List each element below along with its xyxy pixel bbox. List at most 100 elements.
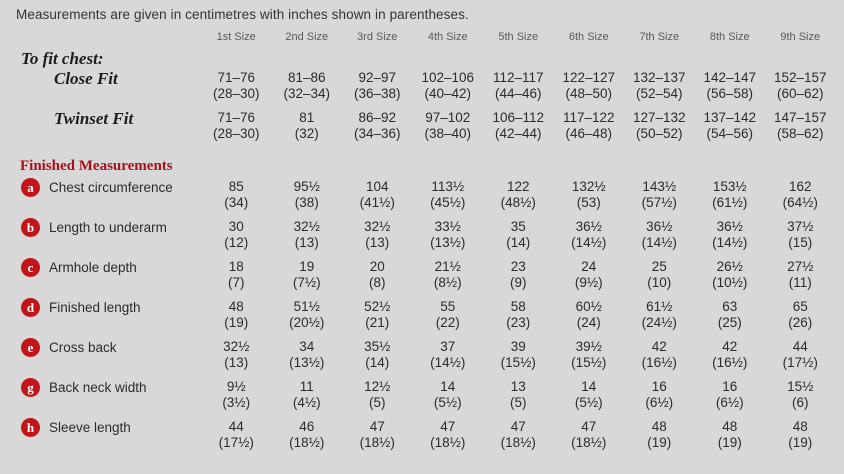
measurement-value-cell: 18 (7) [201,258,272,298]
measurement-value-cell: 46 (18½) [272,418,343,458]
value-cm: 47 [510,419,526,434]
measurement-value-cell: 44 (17½) [765,338,836,378]
measurement-value-cell: 26½ (10½) [695,258,766,298]
value-cm: 11 [299,379,314,394]
value-inches: (24½) [641,315,677,330]
measurement-value-cell: 47 (18½) [342,418,413,458]
value-inches: (14½) [571,235,607,250]
value-inches: (18½) [500,435,536,450]
value-cm: 48 [228,299,244,314]
value-inches: (5½) [433,395,462,410]
value-cm: 58 [510,299,526,314]
value-inches: (6½) [715,395,744,410]
size-column-header: 3rd Size [357,31,398,43]
measurement-value-cell: 86–92 (34–36) [342,109,413,149]
fit-row: Close Fit 71–76 (28–30) 81–86 (32–34) 92… [16,69,844,109]
value-inches: (64½) [782,195,818,210]
measurement-value-cell: 58 (23) [483,298,554,338]
value-cm: 81 [299,110,315,125]
value-cm: 39 [510,339,526,354]
size-column-header: 2nd Size [285,31,329,43]
measurement-value-cell: 162 (64½) [765,178,836,218]
row-letter-badge: e [21,338,40,357]
measurement-value-cell: 44 (17½) [201,418,272,458]
measurement-value-cell: 71–76 (28–30) [201,109,272,149]
measurement-value-cell: 95½ (38) [272,178,343,218]
measurement-value-cell: 117–122 (46–48) [554,109,625,149]
value-inches: (20½) [289,315,325,330]
value-cm: 44 [228,419,244,434]
value-inches: (56–58) [706,86,754,101]
value-cm: 112–117 [492,70,544,85]
value-cm: 63 [722,299,738,314]
measurement-value-cell: 24 (9½) [554,258,625,298]
value-cm: 42 [651,339,667,354]
value-cm: 147–157 [773,110,827,125]
value-cm: 23 [510,259,526,274]
value-cm: 20 [369,259,385,274]
value-cm: 27½ [787,259,814,274]
measurement-value-cell: 47 (18½) [413,418,484,458]
value-cm: 117–122 [562,110,615,125]
value-inches: (32) [294,126,319,141]
measurement-value-cell: 15½ (6) [765,378,836,418]
value-cm: 32½ [293,219,320,234]
measurement-value-cell: 37 (14½) [413,338,484,378]
size-column-header: 8th Size [709,31,750,43]
measurement-row: h Sleeve length 44 (17½) 46 (18½) 47 (18… [16,418,844,458]
fit-row: Twinset Fit 71–76 (28–30) 81 (32) 86–92 … [16,109,844,149]
measurement-value-cell: 23 (9) [483,258,554,298]
value-cm: 71–76 [217,70,256,85]
value-inches: (34–36) [353,126,401,141]
finished-measurement-rows: a Chest circumference 85 (34) 95½ (38) 1… [16,178,844,458]
measurement-value-cell: 19 (7½) [272,258,343,298]
row-letter-badge: d [21,298,40,317]
measurement-value-cell: 42 (16½) [695,338,766,378]
value-cm: 152–157 [773,70,827,85]
value-cm: 35½ [364,339,391,354]
value-inches: (54–56) [706,126,754,141]
measurement-value-cell: 13 (5) [483,378,554,418]
value-cm: 51½ [293,299,320,314]
measurement-label: Chest circumference [49,180,173,195]
value-cm: 95½ [293,179,320,194]
value-cm: 32½ [223,339,250,354]
measurement-value-cell: 32½ (13) [342,218,413,258]
value-inches: (48½) [500,195,536,210]
value-cm: 16 [722,379,738,394]
value-cm: 26½ [716,259,743,274]
measurement-value-cell: 85 (34) [201,178,272,218]
value-inches: (28–30) [212,86,260,101]
value-cm: 86–92 [358,110,397,125]
measurement-row: a Chest circumference 85 (34) 95½ (38) 1… [16,178,844,218]
value-cm: 81–86 [287,70,326,85]
value-inches: (9½) [574,275,603,290]
value-inches: (10) [647,275,672,290]
measurement-value-cell: 112–117 (44–46) [483,69,554,109]
value-inches: (60–62) [776,86,824,101]
row-letter-badge: c [21,258,40,277]
value-cm: 35 [510,219,526,234]
measurement-value-cell: 16 (6½) [624,378,695,418]
value-inches: (14½) [712,235,748,250]
fit-row-label: Twinset Fit [54,109,134,128]
value-inches: (61½) [712,195,748,210]
value-inches: (22) [435,315,460,330]
header-spacer [16,29,201,45]
measurement-value-cell: 36½ (14½) [624,218,695,258]
size-column-header: 4th Size [427,31,468,43]
value-cm: 44 [792,339,808,354]
row-letter-badge: a [21,178,40,197]
value-inches: (38) [294,195,319,210]
measurement-row: c Armhole depth 18 (7) 19 (7½) 20 (8) 21… [16,258,844,298]
value-cm: 153½ [712,179,747,194]
row-letter-badge: g [21,378,40,397]
value-inches: (10½) [712,275,748,290]
section-heading-finished-measurements: Finished Measurements [20,158,173,174]
value-cm: 48 [651,419,667,434]
measurement-value-cell: 81–86 (32–34) [272,69,343,109]
value-inches: (13) [224,355,249,370]
measurement-row-label: b Length to underarm [16,218,201,258]
value-inches: (19) [647,435,672,450]
